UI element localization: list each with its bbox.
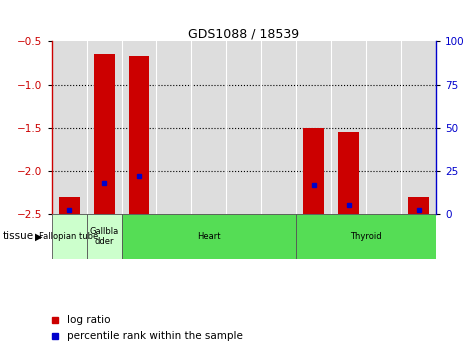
Text: ▶: ▶ bbox=[35, 231, 43, 241]
Text: percentile rank within the sample: percentile rank within the sample bbox=[67, 332, 243, 341]
Bar bbox=[296, 214, 436, 259]
Bar bbox=[59, 197, 80, 214]
Text: Fallopian tube: Fallopian tube bbox=[39, 232, 98, 241]
Bar bbox=[93, 54, 114, 214]
Text: log ratio: log ratio bbox=[67, 315, 111, 325]
Text: tissue: tissue bbox=[2, 231, 33, 241]
Bar bbox=[121, 41, 157, 214]
Title: GDS1088 / 18539: GDS1088 / 18539 bbox=[189, 27, 299, 40]
Bar bbox=[121, 214, 296, 259]
Bar bbox=[408, 197, 429, 214]
Bar bbox=[129, 56, 150, 214]
Bar bbox=[52, 41, 87, 214]
Bar bbox=[87, 41, 121, 214]
Bar bbox=[191, 41, 227, 214]
Bar bbox=[87, 214, 121, 259]
Bar bbox=[338, 132, 359, 214]
Bar bbox=[296, 41, 331, 214]
Bar bbox=[401, 41, 436, 214]
Bar bbox=[303, 128, 324, 214]
Bar bbox=[261, 41, 296, 214]
Bar bbox=[366, 41, 401, 214]
Bar bbox=[52, 214, 87, 259]
Text: Heart: Heart bbox=[197, 232, 221, 241]
Bar bbox=[331, 41, 366, 214]
Bar bbox=[157, 41, 191, 214]
Text: Gallbla
dder: Gallbla dder bbox=[90, 227, 119, 246]
Text: Thyroid: Thyroid bbox=[350, 232, 382, 241]
Bar bbox=[227, 41, 261, 214]
